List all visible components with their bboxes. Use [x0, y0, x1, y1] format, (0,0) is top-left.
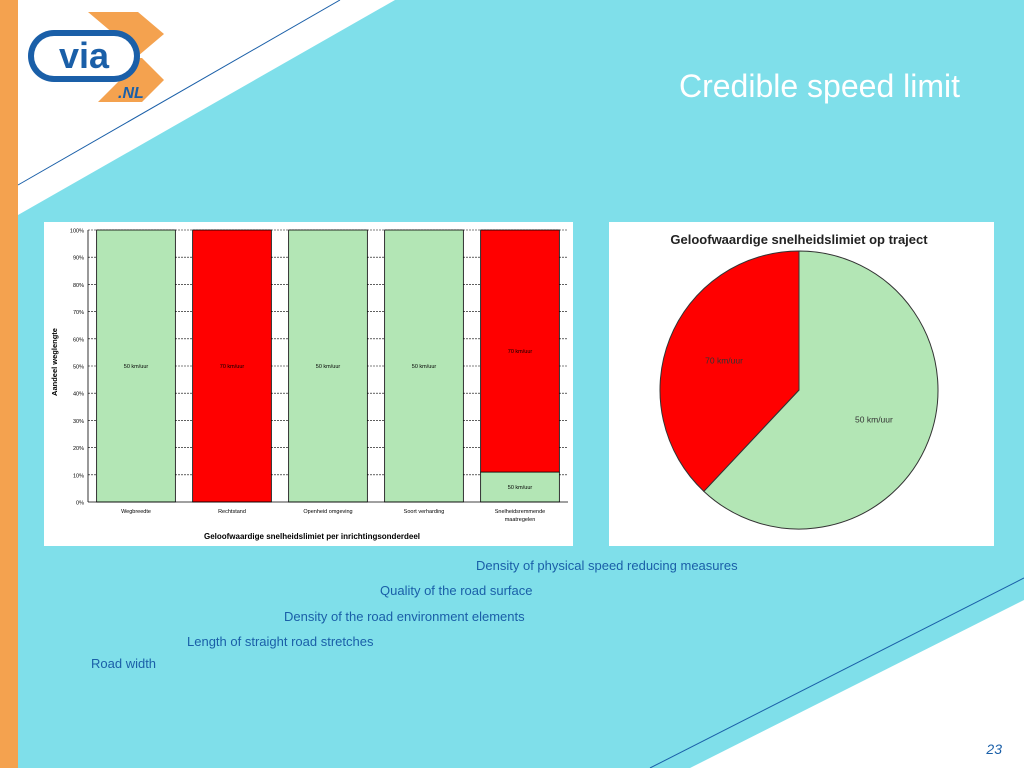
top-diagonal-line	[17, 0, 341, 186]
bar-y-tick-label: 50%	[73, 365, 84, 371]
bar-x-tick-label: Wegbreedte	[121, 509, 151, 515]
bar-y-tick-label: 40%	[73, 392, 84, 398]
logo-subtext: .NL	[118, 85, 144, 102]
bar-data-label: 50 km/uur	[316, 364, 341, 370]
bar-data-label: 50 km/uur	[508, 485, 533, 491]
bar-y-tick-label: 60%	[73, 337, 84, 343]
bar-x-tick-label: Soort verharding	[404, 509, 445, 515]
bar-segment	[480, 229, 560, 473]
bar-y-tick-label: 70%	[73, 310, 84, 316]
bar-y-tick-label: 100%	[70, 229, 84, 235]
caption-road-surface: Quality of the road surface	[380, 583, 533, 598]
bar-chart-panel: 50 km/uur 70 km/uur 50 km/uur 50 km/uur 50 k…	[44, 222, 573, 546]
bar-segment	[192, 229, 272, 503]
slide-title: Credible speed limit	[678, 68, 960, 104]
caption-road-environment: Density of the road environment elements	[284, 609, 525, 624]
caption-speed-reducing-measures: Density of physical speed reducing measu…	[476, 558, 738, 573]
bar-x-axis-title: Geloofwaardige snelheidslimiet per inric…	[204, 532, 420, 541]
bar-x-tick-label: Rechtstand	[218, 509, 246, 515]
via-logo: via .NL	[28, 12, 164, 102]
page-number: 23	[986, 741, 1002, 757]
bar-bars: 50 km/uur 70 km/uur 50 km/uur 50 km/uur 50 k…	[96, 229, 560, 503]
pie-slice-label: 70 km/uur	[705, 355, 743, 365]
bar-data-label: 70 km/uur	[508, 349, 533, 355]
caption-straight-stretches: Length of straight road stretches	[187, 634, 374, 649]
pie-slice-labels: 50 km/uur 70 km/uur	[705, 355, 893, 424]
bar-x-tick-label: Openheid omgeving	[303, 509, 352, 515]
bar-segment	[384, 229, 464, 503]
bar-x-tick-label-line2: maatregelen	[505, 517, 536, 523]
bottom-white-wedge	[690, 600, 1024, 768]
bar-segment	[96, 229, 176, 503]
caption-road-width: Road width	[91, 656, 157, 671]
bar-x-tick-labels: Wegbreedte Rechtstand Openheid omgeving Soo…	[121, 509, 545, 523]
pie-chart-panel: Geloofwaardige snelheidslimiet op trajec…	[609, 222, 994, 546]
bar-data-label: 50 km/uur	[412, 364, 437, 370]
bar-y-tick-label: 10%	[73, 473, 84, 479]
logo-text: via	[59, 35, 110, 76]
pie-slice-label: 50 km/uur	[855, 415, 893, 425]
bar-y-tick-labels: 0% 10% 20% 30% 40% 50% 60% 70% 80% 90% 100%	[70, 229, 84, 507]
bar-y-tick-label: 0%	[76, 501, 84, 507]
bar-data-label: 70 km/uur	[220, 364, 245, 370]
pie-title: Geloofwaardige snelheidslimiet op trajec…	[670, 232, 928, 247]
bar-y-tick-label: 80%	[73, 283, 84, 289]
bar-data-label: 50 km/uur	[124, 364, 149, 370]
bar-y-tick-label: 90%	[73, 256, 84, 262]
bar-chart: 50 km/uur 70 km/uur 50 km/uur 50 km/uur 50 k…	[50, 229, 568, 541]
pie-slices	[659, 250, 939, 530]
pie-slice	[659, 250, 800, 493]
bar-segment	[288, 229, 368, 503]
bottom-diagonal-line	[649, 577, 1024, 768]
bar-y-axis-title: Aandeel weglengte	[50, 328, 59, 396]
bar-y-tick-label: 30%	[73, 419, 84, 425]
orange-side-bar	[0, 0, 18, 768]
pie-chart: Geloofwaardige snelheidslimiet op trajec…	[659, 232, 939, 530]
bar-y-tick-label: 20%	[73, 446, 84, 452]
pie-slice	[703, 250, 939, 530]
bar-x-tick-label: Snelheidsremmende	[495, 509, 545, 515]
